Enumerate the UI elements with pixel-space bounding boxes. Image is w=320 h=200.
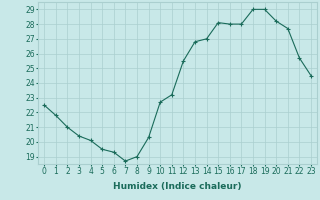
X-axis label: Humidex (Indice chaleur): Humidex (Indice chaleur): [113, 182, 242, 191]
